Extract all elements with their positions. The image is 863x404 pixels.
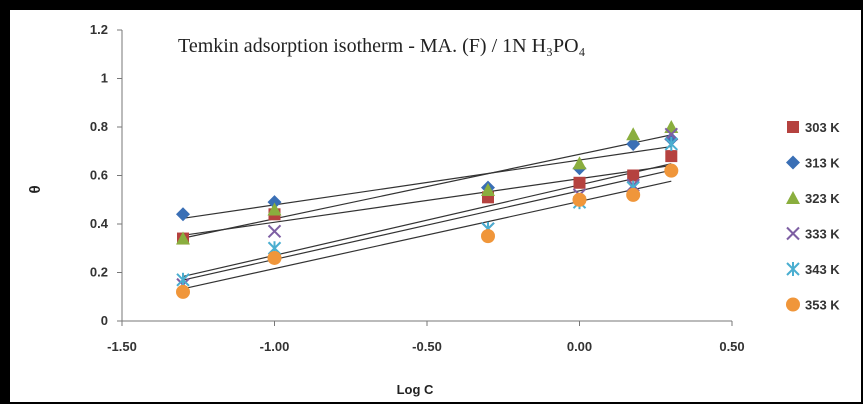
data-point-353k — [572, 192, 587, 207]
legend-marker-323k — [786, 191, 800, 204]
trendline-303k — [182, 164, 672, 236]
y-tick-label: 0 — [101, 313, 108, 328]
legend-marker-333k — [786, 226, 800, 241]
data-point-323k — [626, 127, 641, 141]
data-point-353k — [267, 250, 282, 265]
data-point-313k — [626, 136, 641, 151]
y-tick-label: 1.2 — [90, 22, 108, 37]
y-tick-label: 0.6 — [90, 168, 108, 183]
x-axis-title: Log C — [397, 382, 434, 397]
data-point-303k — [573, 176, 586, 189]
legend-marker-303k — [787, 121, 799, 133]
data-point-313k — [176, 207, 190, 222]
y-tick-label: 0.4 — [90, 216, 109, 231]
x-tick-label: 0.00 — [567, 339, 592, 354]
x-tick-label: -1.50 — [107, 339, 137, 354]
x-tick-label: -1.00 — [260, 339, 290, 354]
legend-label-343k: 343 K — [805, 262, 840, 277]
trendline-343k — [182, 169, 672, 281]
data-point-353k — [626, 187, 641, 202]
data-point-333k — [267, 224, 282, 238]
legend-label-333k: 333 K — [805, 227, 840, 242]
x-tick-label: -0.50 — [412, 339, 442, 354]
data-point-343k — [664, 136, 679, 151]
data-point-303k — [627, 169, 640, 182]
legend-label-303k: 303 K — [805, 120, 840, 135]
legend: 303 K 313 K 323 K 333 K 343 K 353 K — [786, 120, 840, 313]
data-point-353k — [481, 229, 495, 244]
data-point-313k — [267, 195, 282, 210]
data-point-323k — [481, 183, 495, 197]
data-point-333k-stroke — [267, 224, 282, 238]
trendline-333k — [182, 163, 672, 278]
data-point-333k-stroke — [664, 127, 679, 141]
series-333k — [176, 127, 679, 292]
chart-title: Temkin adsorption isotherm - MA. (F) / 1… — [178, 35, 586, 57]
y-axis-title: θ — [27, 185, 44, 193]
trendline-313k — [182, 145, 672, 219]
x-tick-label: 0.50 — [719, 339, 744, 354]
trendline-353k — [182, 180, 672, 290]
data-point-323k — [267, 202, 282, 216]
data-point-353k — [176, 284, 190, 299]
legend-marker-333k-stroke — [786, 226, 800, 241]
legend-label-353k: 353 K — [805, 298, 840, 313]
temkin-isotherm-chart: Temkin adsorption isotherm - MA. (F) / 1… — [27, 22, 840, 397]
data-point-333k — [664, 127, 679, 141]
data-point-323k — [572, 156, 587, 170]
data-point-353k — [664, 163, 679, 178]
series-353k — [176, 163, 679, 299]
data-point-343k — [176, 272, 190, 287]
data-point-323k — [664, 120, 679, 133]
legend-marker-343k — [786, 262, 800, 276]
y-tick-label: 1 — [101, 71, 108, 86]
legend-label-323k: 323 K — [805, 191, 840, 206]
chart-frame: Temkin adsorption isotherm - MA. (F) / 1… — [10, 10, 861, 402]
series-303k — [177, 150, 678, 245]
data-point-323k — [176, 231, 190, 245]
data-point-303k — [665, 150, 678, 163]
legend-marker-313k — [786, 155, 800, 170]
y-tick-label: 0.8 — [90, 119, 108, 134]
y-tick-label: 0.2 — [90, 265, 108, 280]
legend-marker-353k — [786, 297, 800, 312]
legend-label-313k: 313 K — [805, 156, 840, 171]
trendline-323k — [182, 134, 672, 239]
